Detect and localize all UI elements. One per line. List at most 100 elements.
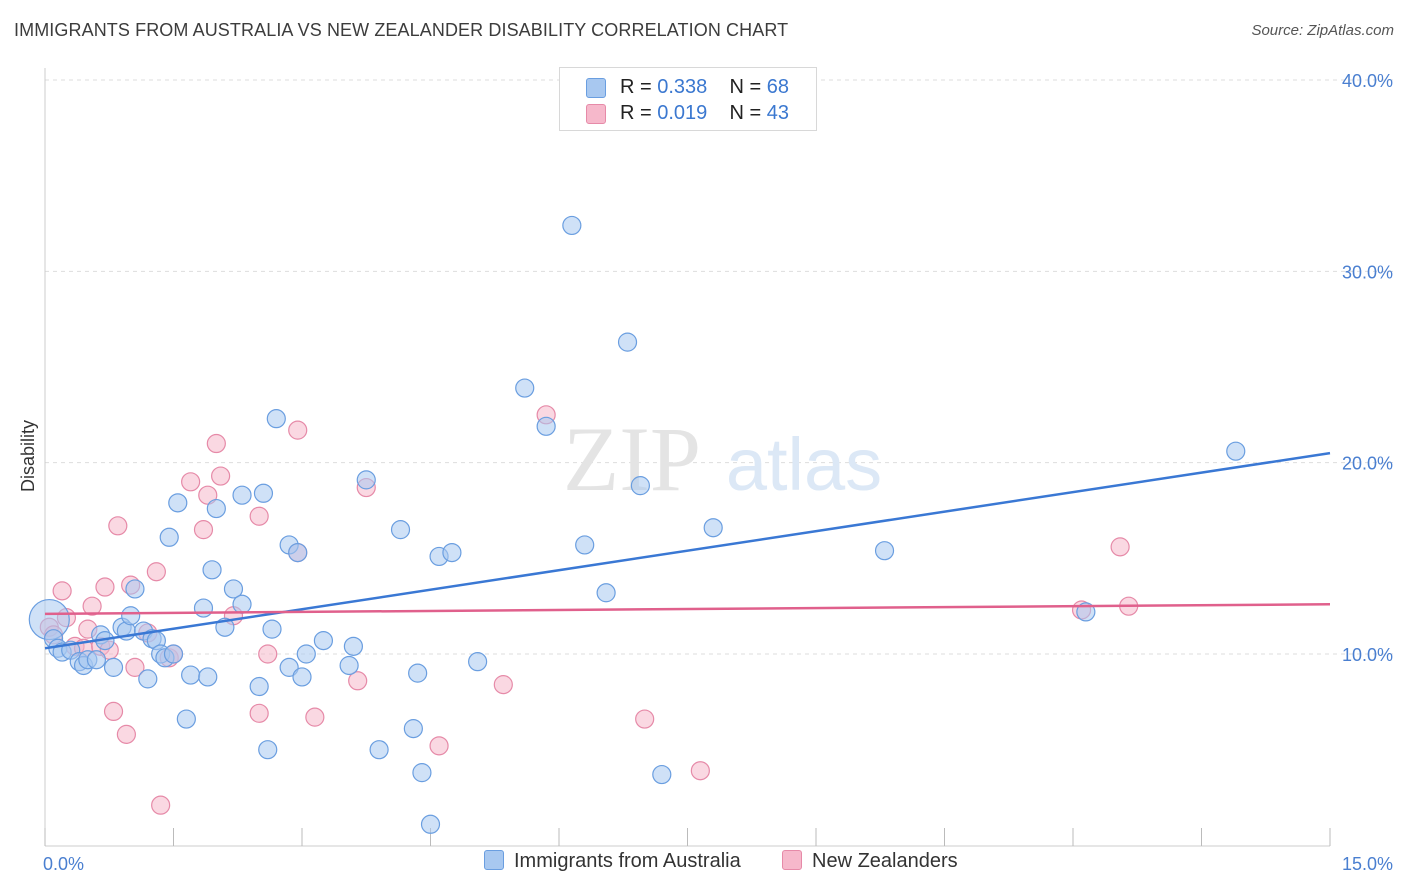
data-point (52, 581, 72, 601)
series-immigrants-from-australia (28, 215, 1246, 834)
data-point (369, 740, 389, 760)
legend-swatch-pink (782, 850, 802, 870)
legend-r-label: R = (620, 102, 658, 124)
trend-line (44, 603, 1331, 616)
data-point (339, 655, 359, 676)
trend-line (44, 451, 1331, 650)
data-point (193, 520, 214, 540)
data-point (690, 761, 710, 781)
data-point (493, 675, 513, 695)
watermark-zip: ZIP (563, 408, 701, 510)
data-point (296, 644, 316, 664)
axes (44, 68, 1331, 847)
data-point (116, 724, 136, 744)
legend-n-value: 68 (766, 76, 790, 98)
data-point (206, 498, 226, 519)
trend-lines (44, 451, 1331, 650)
data-point (305, 707, 325, 727)
x-tick-label: 15.0% (1342, 854, 1393, 874)
data-point (343, 636, 363, 656)
y-tick-label: 10.0% (1342, 645, 1393, 665)
correlation-legend: R = 0.338 N = 68 R = 0.019 N = 43 (559, 67, 817, 131)
legend-n-label: N = (729, 76, 767, 98)
data-point (146, 562, 166, 582)
legend-n-label: N = (729, 102, 767, 124)
data-point (562, 215, 582, 236)
data-point (206, 433, 226, 454)
chart-title: IMMIGRANTS FROM AUSTRALIA VS NEW ZEALAND… (14, 20, 789, 40)
data-point (408, 663, 428, 683)
data-point (163, 644, 184, 664)
legend-r-value: 0.019 (657, 102, 708, 124)
data-point (125, 657, 145, 677)
data-point (181, 472, 201, 492)
data-point (198, 485, 218, 505)
data-point (121, 606, 141, 626)
data-point (249, 703, 269, 723)
data-point (266, 409, 286, 429)
data-point (536, 416, 556, 436)
data-point (232, 485, 252, 505)
data-point (652, 764, 672, 785)
data-point (1226, 441, 1246, 461)
data-point (468, 652, 488, 672)
tick-labels: 10.0% 20.0% 30.0% 40.0% 0.0% 15.0% (43, 71, 1393, 874)
data-point (232, 594, 252, 614)
legend-n-value: 43 (766, 102, 790, 124)
data-point (288, 542, 308, 563)
y-tick-label: 30.0% (1342, 262, 1393, 282)
grid-lines (45, 79, 1394, 655)
data-point (348, 671, 368, 691)
data-point (412, 763, 432, 783)
legend-swatch-pink (586, 104, 606, 124)
data-point (262, 619, 282, 639)
legend-label-new-zealanders: New Zealanders (812, 850, 958, 872)
legend-swatch-blue (484, 850, 504, 870)
data-point (95, 577, 115, 597)
data-point (103, 701, 124, 722)
y-tick-label: 20.0% (1342, 454, 1393, 474)
data-point (125, 579, 145, 599)
data-point (617, 332, 638, 352)
legend-swatch-blue (586, 78, 606, 98)
data-point (575, 535, 595, 555)
x-tick-label: 0.0% (43, 854, 84, 874)
data-point (279, 657, 299, 677)
legend-label-australia: Immigrants from Australia (514, 850, 741, 872)
data-point (313, 631, 334, 651)
data-point (202, 560, 222, 580)
data-point (1076, 602, 1096, 622)
data-point (193, 598, 214, 618)
data-point (403, 719, 423, 739)
data-point (159, 527, 179, 547)
data-point (1110, 537, 1130, 557)
data-point (138, 669, 158, 689)
source-label: Source: ZipAtlas.com (1251, 22, 1394, 39)
data-point (258, 644, 278, 664)
data-point (211, 466, 231, 486)
data-point (356, 470, 376, 490)
legend-r-value: 0.338 (657, 76, 708, 98)
data-point (288, 420, 308, 440)
data-point (103, 657, 124, 677)
data-point (249, 676, 269, 697)
data-point (168, 493, 188, 513)
data-point (596, 583, 616, 603)
y-axis-label: Disability (18, 420, 38, 492)
data-point (390, 520, 411, 540)
data-point (198, 667, 218, 687)
watermark-atlas: atlas (726, 423, 882, 506)
data-point (151, 795, 171, 815)
legend-r-label: R = (620, 76, 658, 98)
data-point (258, 740, 278, 760)
data-point (292, 667, 312, 687)
data-point (420, 814, 441, 834)
y-tick-label: 40.0% (1342, 71, 1393, 91)
data-point (874, 541, 895, 561)
data-point (442, 542, 462, 563)
data-point (108, 516, 128, 536)
data-point (86, 650, 107, 670)
data-point (223, 579, 244, 599)
legend-item-new-zealanders: New Zealanders (782, 850, 958, 873)
